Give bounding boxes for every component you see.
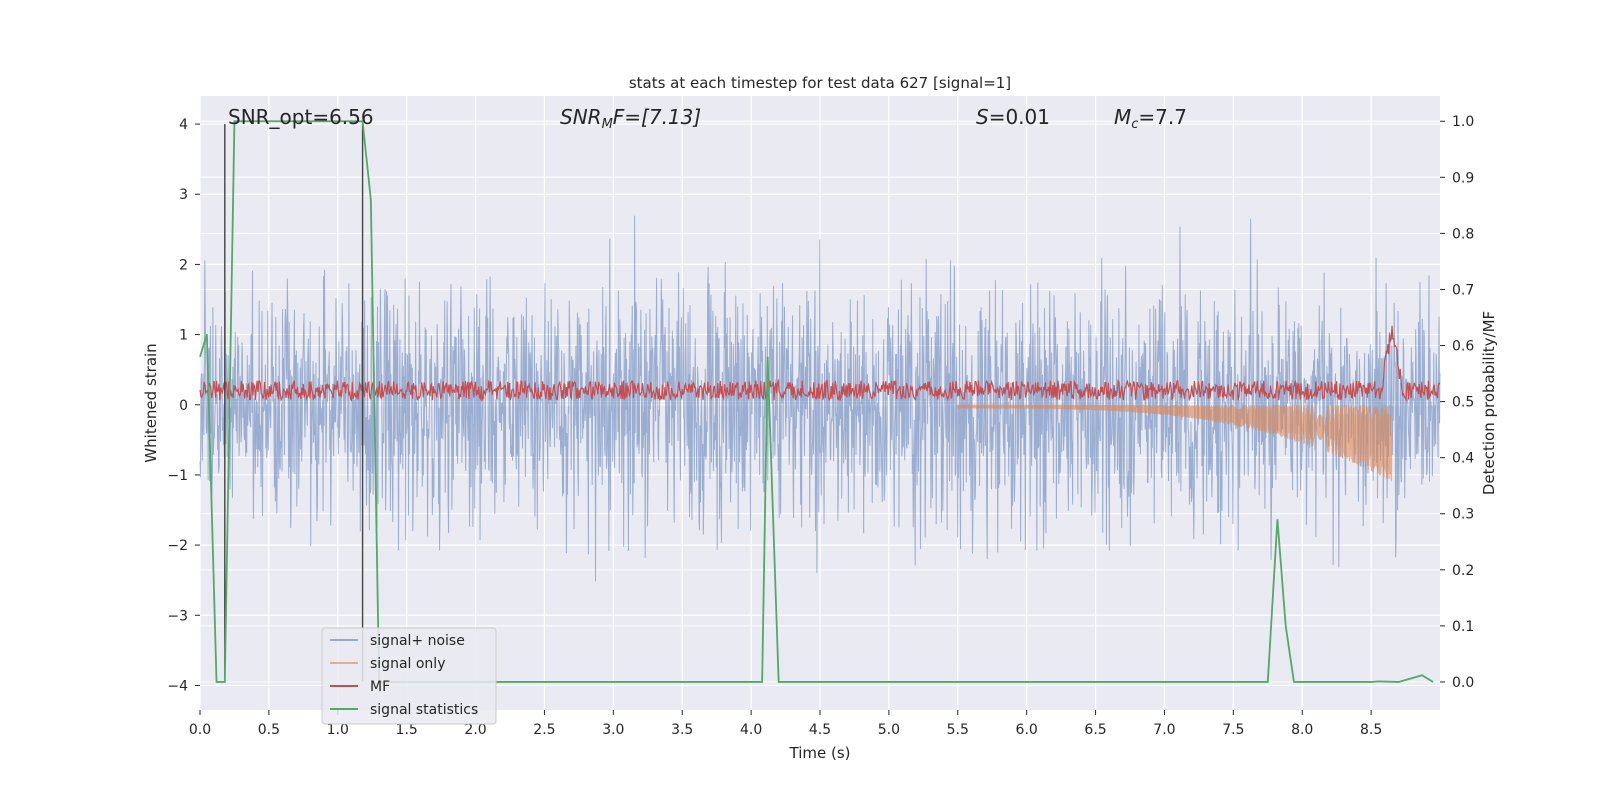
- series-signal-statistics: [199, 120, 1434, 683]
- x-tick-label-12: 6.0: [1016, 722, 1038, 738]
- y-right-tick-label-2: 0.2: [1452, 563, 1474, 579]
- marker-lines: [224, 124, 364, 682]
- y-right-tick-label-0: 0.0: [1452, 675, 1474, 691]
- x-tick-label-7: 3.5: [671, 722, 693, 738]
- y-right-tick-label-3: 0.3: [1452, 507, 1474, 523]
- legend: signal+ noise signal only MF signal stat…: [321, 627, 497, 725]
- y-tick-label-2: −2: [167, 538, 188, 554]
- annotation-mc-italic: M: [1114, 105, 1131, 129]
- y-right-tick-label-6: 0.6: [1452, 339, 1474, 355]
- annotation-snr-mf-base: SNR: [560, 105, 602, 129]
- annotation-s-italic: S: [976, 105, 989, 129]
- y-tick-label-8: 4: [179, 117, 188, 133]
- y-right-axis-label: Detection probability/MF: [1480, 311, 1498, 495]
- y-tick-label-7: 3: [179, 187, 188, 203]
- x-tick-label-0: 0.0: [189, 722, 211, 738]
- x-tick-label-15: 7.5: [1222, 722, 1244, 738]
- y-tick-label-5: 1: [179, 328, 188, 344]
- x-axis-ticks: 0.0 0.5 1.0 1.5 2.0 2.5 3.0 3.5 4.0 4.5 5.0 5.5 6.0 6…: [189, 710, 1382, 738]
- x-tick-label-4: 2.0: [464, 722, 486, 738]
- y-right-tick-label-9: 0.9: [1452, 170, 1474, 186]
- legend-label-signal-statistics: signal statistics: [370, 702, 478, 718]
- x-tick-label-13: 6.5: [1084, 722, 1106, 738]
- y-axis-ticks: −4 −3 −2 −1 0 1 2 3 4: [167, 117, 200, 694]
- annotation-snr-mf: SNRMF=[7.13]: [560, 105, 701, 132]
- x-tick-label-6: 3.0: [602, 722, 624, 738]
- x-tick-label-5: 2.5: [533, 722, 555, 738]
- series-signal-only: [957, 402, 1393, 482]
- y-right-tick-label-4: 0.4: [1452, 451, 1474, 467]
- y-right-tick-label-10: 1.0: [1452, 114, 1474, 130]
- x-tick-label-9: 4.5: [809, 722, 831, 738]
- x-tick-label-16: 8.0: [1291, 722, 1313, 738]
- y-right-tick-label-5: 0.5: [1452, 395, 1474, 411]
- y-tick-label-0: −4: [167, 678, 188, 694]
- x-tick-label-17: 8.5: [1360, 722, 1382, 738]
- legend-label-signal-noise: signal+ noise: [370, 633, 465, 649]
- signal-noise-line: [199, 215, 1441, 582]
- x-tick-label-3: 1.5: [396, 722, 418, 738]
- y-right-tick-label-1: 0.1: [1452, 619, 1474, 635]
- annotation-s-rest: =0.01: [989, 105, 1050, 129]
- annotation-mc-rest: =7.7: [1138, 105, 1187, 129]
- legend-label-mf: MF: [370, 679, 390, 695]
- y-tick-label-1: −3: [167, 608, 188, 624]
- x-tick-label-8: 4.0: [740, 722, 762, 738]
- annotation-snr-opt: SNR_opt=6.56: [228, 105, 374, 129]
- series-signal-noise: [199, 215, 1441, 582]
- legend-box: [321, 627, 497, 725]
- y-right-axis-ticks: 0.0 0.1 0.2 0.3 0.4 0.5 0.6 0.7 0.8 0.9 1.0: [1440, 114, 1474, 691]
- y-right-tick-label-8: 0.8: [1452, 226, 1474, 242]
- annotation-mc: Mc=7.7: [1114, 105, 1187, 132]
- series-mf: [199, 325, 1441, 403]
- y-right-tick-label-7: 0.7: [1452, 282, 1474, 298]
- y-tick-label-6: 2: [179, 257, 188, 273]
- signal-only-line: [957, 402, 1393, 482]
- x-tick-label-11: 5.5: [947, 722, 969, 738]
- chart-title: stats at each timestep for test data 627…: [629, 74, 1011, 92]
- y-tick-label-3: −1: [167, 468, 188, 484]
- mf-line: [199, 325, 1441, 403]
- annotation-snr-mf-rest: F=[7.13]: [613, 105, 701, 129]
- x-tick-label-10: 5.0: [878, 722, 900, 738]
- signal-statistics-line: [199, 120, 1434, 683]
- annotation-mc-sub: c: [1131, 117, 1138, 132]
- y-tick-label-4: 0: [179, 398, 188, 414]
- y-axis-label: Whitened strain: [142, 343, 160, 462]
- legend-label-signal-only: signal only: [370, 656, 445, 672]
- x-tick-label-1: 0.5: [258, 722, 280, 738]
- x-tick-label-2: 1.0: [327, 722, 349, 738]
- x-axis-label: Time (s): [789, 744, 851, 762]
- annotation-s: S=0.01: [976, 105, 1050, 129]
- annotation-snr-mf-sub: M: [602, 117, 613, 132]
- x-tick-label-14: 7.0: [1153, 722, 1175, 738]
